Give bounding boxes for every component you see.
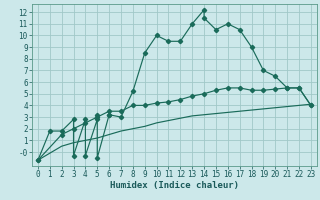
X-axis label: Humidex (Indice chaleur): Humidex (Indice chaleur) [110,181,239,190]
